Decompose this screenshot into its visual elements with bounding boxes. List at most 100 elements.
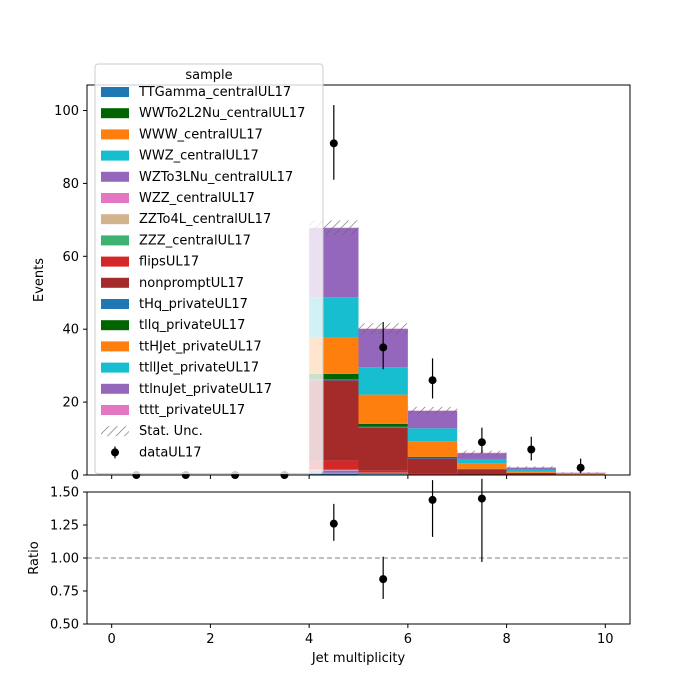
legend-swatch (101, 299, 129, 309)
x-axis-label: Jet multiplicity (311, 651, 406, 666)
stack-bar (407, 428, 458, 442)
stack-bar (358, 367, 408, 395)
stack-bar (309, 470, 359, 473)
stack-bar (358, 472, 408, 475)
stack-bar (407, 441, 458, 457)
legend-entry: Stat. Unc. (101, 424, 203, 439)
legend-label: ZZTo4L_centralUL17 (139, 212, 271, 227)
data-point (329, 139, 338, 148)
legend-title: sample (185, 68, 232, 83)
stack-bar (358, 426, 408, 428)
legend-entry: dataUL17 (111, 445, 202, 460)
legend-swatch (101, 383, 129, 394)
legend-label: TTGamma_centralUL17 (138, 85, 291, 100)
main-panel: 0 20 40 60 80 100 Events (32, 84, 631, 484)
y-axis-label: Events (32, 258, 47, 302)
y-tick-label: 80 (62, 177, 79, 192)
y-tick-label: 20 (62, 396, 79, 411)
legend-entry: tttt_privateUL17 (101, 403, 245, 418)
stack-bar (407, 410, 458, 429)
legend-swatch (101, 256, 129, 267)
legend-items: TTGamma_centralUL17 WWTo2L2Nu_centralUL17… (101, 85, 305, 460)
ratio-point (477, 494, 486, 503)
legend-label: dataUL17 (139, 445, 202, 460)
data-point (379, 343, 388, 352)
stack-bar (407, 473, 458, 475)
stack-bar (457, 458, 507, 464)
legend-swatch (101, 150, 129, 161)
legend-label: tllq_privateUL17 (139, 318, 245, 333)
stack-bar (457, 469, 507, 475)
legend-label: ZZZ_centralUL17 (139, 233, 251, 248)
stack-bar (358, 423, 408, 427)
legend-label: Stat. Unc. (139, 424, 203, 439)
legend-label: tHq_privateUL17 (139, 297, 248, 312)
legend-swatch (101, 426, 129, 437)
stack-bar (506, 470, 556, 473)
legend-entry: tllq_privateUL17 (101, 318, 245, 333)
stack-bar (506, 472, 556, 475)
stack-bar (407, 457, 458, 459)
x-tick-label: 2 (206, 632, 214, 647)
stack-bar (506, 467, 556, 470)
ratio-y-tick-label: 1.00 (50, 552, 79, 567)
legend-label: ttllJet_privateUL17 (139, 361, 259, 376)
ratio-point (379, 575, 388, 584)
legend-swatch (101, 193, 129, 203)
ratio-point (329, 519, 338, 528)
legend-swatch (101, 362, 129, 373)
x-tick-label: 6 (404, 632, 412, 647)
stack-bar (407, 456, 458, 458)
legend-entry: WWTo2L2Nu_centralUL17 (101, 106, 305, 121)
legend-entry: tHq_privateUL17 (101, 297, 248, 312)
legend-swatch (101, 235, 129, 246)
legend-entry: ZZTo4L_centralUL17 (101, 212, 271, 227)
legend-swatch (101, 108, 129, 119)
stat-unc-band (506, 466, 556, 469)
legend-swatch (101, 320, 129, 331)
legend-label: ttlnuJet_privateUL17 (139, 382, 272, 397)
legend-swatch (101, 405, 129, 415)
stack-bar (358, 427, 408, 471)
stack-layer (309, 227, 606, 475)
stat-unc-band (407, 406, 458, 415)
ratio-y-axis-label: Ratio (27, 541, 42, 574)
x-tick-label: 8 (502, 632, 510, 647)
x-tick-label: 10 (597, 632, 614, 647)
ratio-y-tick-label: 1.25 (50, 519, 79, 534)
legend-entry: ttllJet_privateUL17 (101, 361, 259, 376)
ratio-plot-frame (86, 491, 631, 625)
data-point (576, 463, 585, 472)
x-tick-label: 0 (108, 632, 116, 647)
legend-entry: ZZZ_centralUL17 (101, 233, 251, 248)
legend-entry: TTGamma_centralUL17 (101, 85, 291, 100)
legend-marker (111, 448, 119, 457)
legend-label: WWZ_centralUL17 (139, 149, 259, 164)
x-tick-label: 4 (305, 632, 313, 647)
legend-entry: nonpromptUL17 (101, 276, 244, 291)
legend-label: nonpromptUL17 (139, 276, 244, 291)
legend-label: flipsUL17 (139, 255, 199, 270)
stack-bar (407, 458, 458, 474)
legend-label: tttt_privateUL17 (139, 403, 245, 418)
legend: sample TTGamma_centralUL17 WWTo2L2Nu_cent… (94, 63, 324, 475)
legend-label: ttHJet_privateUL17 (139, 339, 262, 354)
stack-bar (555, 473, 606, 475)
legend-label: WWTo2L2Nu_centralUL17 (139, 106, 305, 121)
y-tick-label: 60 (62, 250, 79, 265)
legend-box (94, 63, 324, 475)
y-tick-label: 40 (62, 323, 79, 338)
stack-bar (309, 472, 359, 474)
stack-bar (358, 394, 408, 424)
ratio-y-tick-label: 0.75 (50, 585, 79, 600)
legend-swatch (101, 277, 129, 288)
legend-entry: WWW_centralUL17 (101, 127, 263, 142)
legend-entry: WZTo3LNu_centralUL17 (101, 170, 293, 185)
legend-swatch (101, 87, 129, 97)
legend-entry: WZZ_centralUL17 (101, 191, 255, 206)
ratio-panel: 0.50 0.75 1.00 1.25 1.50 0 2 4 6 8 10 Ratio Jet mu… (27, 478, 631, 666)
legend-label: WZTo3LNu_centralUL17 (139, 170, 293, 185)
legend-label: WZZ_centralUL17 (139, 191, 255, 206)
data-point (428, 376, 437, 385)
